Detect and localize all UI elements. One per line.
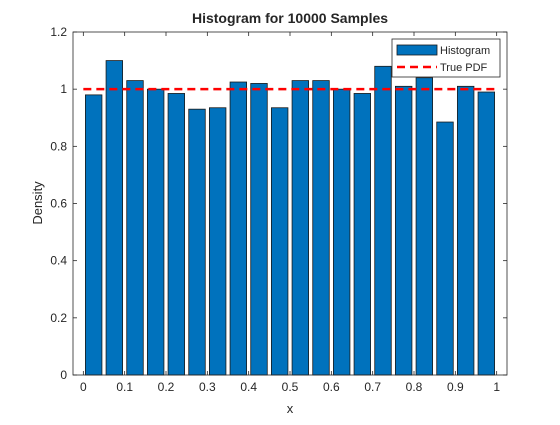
histogram-bar xyxy=(477,91,496,376)
x-tick-label: 1 xyxy=(493,380,500,394)
y-tick-label: 0 xyxy=(60,368,67,382)
y-tick-label: 0.6 xyxy=(50,197,67,211)
x-tick-label: 0.7 xyxy=(364,380,381,394)
histogram-bar xyxy=(394,85,413,376)
x-axis-ticks: 0 0.1 0.2 0.3 0.4 0.5 0.6 0.7 0.8 0.9 1 xyxy=(80,32,500,394)
histogram-bar xyxy=(250,83,268,376)
histogram-bar xyxy=(229,81,247,376)
y-tick-label: 0.2 xyxy=(50,311,67,325)
histogram-bar xyxy=(270,107,289,376)
y-axis-label: Density xyxy=(30,181,45,225)
histogram-bar xyxy=(332,88,351,376)
histogram-bar xyxy=(85,94,103,376)
x-tick-label: 0.9 xyxy=(447,380,464,394)
x-tick-label: 0.2 xyxy=(158,380,175,394)
histogram-bar xyxy=(167,93,185,376)
histogram-bars xyxy=(85,60,496,376)
histogram-bar xyxy=(126,80,144,376)
histogram-bar xyxy=(105,60,123,376)
histogram-bar xyxy=(146,88,165,376)
histogram-bar xyxy=(188,108,206,376)
y-axis-ticks: 0 0.2 0.4 0.6 0.8 1 1.2 xyxy=(50,25,507,382)
x-axis-label: x xyxy=(287,401,294,416)
chart-title: Histogram for 10000 Samples xyxy=(192,10,388,26)
y-tick-label: 1 xyxy=(60,82,67,96)
x-tick-label: 0.3 xyxy=(199,380,216,394)
x-tick-label: 0.6 xyxy=(323,380,340,394)
x-tick-label: 0.5 xyxy=(282,380,299,394)
legend-histogram-swatch xyxy=(396,44,438,56)
legend-histogram-label: Histogram xyxy=(440,45,490,57)
histogram-bar xyxy=(353,93,372,376)
histogram-bar xyxy=(415,77,434,376)
legend: Histogram True PDF xyxy=(391,38,501,78)
x-tick-label: 0 xyxy=(80,380,87,394)
histogram-bar xyxy=(374,65,392,376)
histogram-bar xyxy=(208,107,227,376)
histogram-bar xyxy=(456,85,475,376)
legend-pdf-label: True PDF xyxy=(440,62,488,74)
histogram-bar xyxy=(291,80,310,376)
histogram-bar xyxy=(436,121,454,376)
x-tick-label: 0.4 xyxy=(240,380,257,394)
x-tick-label: 0.8 xyxy=(406,380,423,394)
y-tick-label: 0.4 xyxy=(50,254,67,268)
x-tick-label: 0.1 xyxy=(116,380,133,394)
y-tick-label: 1.2 xyxy=(50,25,67,39)
y-tick-label: 0.8 xyxy=(50,139,67,153)
histogram-bar xyxy=(312,80,330,376)
